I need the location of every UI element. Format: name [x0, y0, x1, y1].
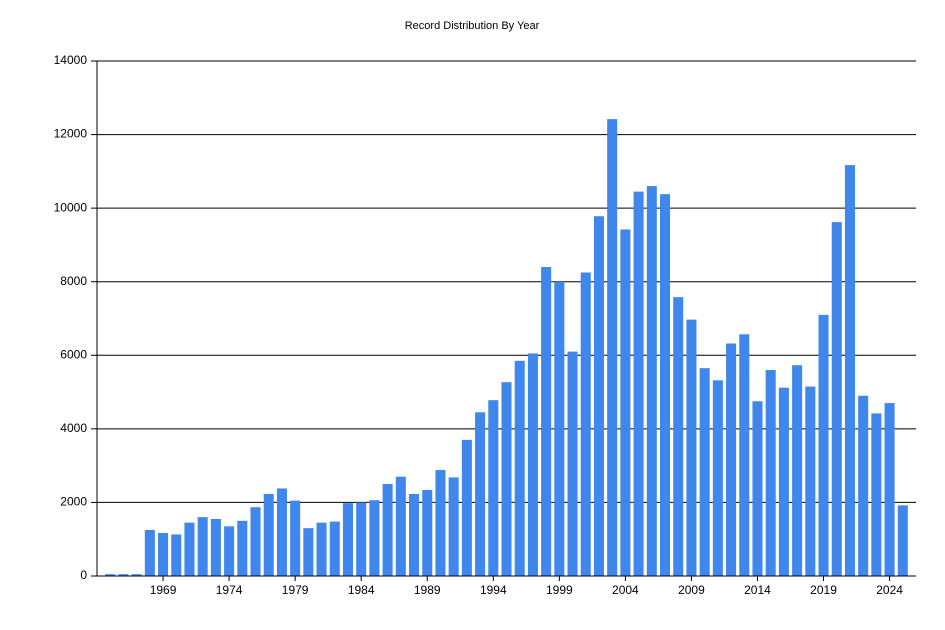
bar	[871, 413, 882, 576]
y-tick-label: 6000	[60, 347, 87, 361]
bar	[844, 165, 855, 576]
bar	[290, 500, 301, 576]
bar	[448, 477, 459, 576]
bar	[858, 395, 869, 576]
bar	[369, 500, 380, 576]
bar	[158, 532, 169, 576]
bar	[382, 484, 393, 576]
x-tick-label: 1999	[546, 583, 573, 597]
bar	[554, 281, 565, 576]
x-tick-label: 2009	[678, 583, 705, 597]
bar	[712, 380, 723, 576]
y-tick-label: 12000	[54, 127, 88, 141]
bar	[527, 353, 538, 576]
bar	[488, 400, 499, 576]
x-tick-label: 2019	[810, 583, 837, 597]
y-tick-label: 8000	[60, 274, 87, 288]
bar	[395, 476, 406, 576]
bar	[276, 488, 287, 576]
bar	[646, 186, 657, 577]
bar	[105, 574, 116, 576]
x-tick-label: 1984	[348, 583, 375, 597]
bar	[461, 439, 472, 576]
bar	[765, 370, 776, 576]
bar	[699, 368, 710, 576]
bar	[184, 522, 195, 576]
bar	[210, 518, 221, 576]
x-tick-label: 1974	[216, 583, 243, 597]
bar	[673, 297, 684, 576]
bar	[303, 528, 314, 576]
bar	[897, 505, 908, 576]
bar	[580, 272, 591, 576]
bar	[884, 403, 895, 576]
y-tick-label: 0	[80, 568, 87, 582]
y-tick-label: 4000	[60, 421, 87, 435]
x-tick-label: 1969	[150, 583, 177, 597]
bar	[250, 507, 261, 576]
x-tick-label: 1979	[282, 583, 309, 597]
bar	[752, 401, 763, 576]
y-tick-label: 10000	[54, 200, 88, 214]
bar	[329, 521, 340, 576]
bar	[541, 267, 552, 576]
x-tick-label: 1994	[480, 583, 507, 597]
y-tick-label: 14000	[54, 53, 88, 67]
x-tick-label: 2014	[744, 583, 771, 597]
bar	[620, 229, 631, 576]
bar	[316, 522, 327, 576]
bar	[633, 191, 644, 576]
bar	[659, 194, 671, 576]
bar	[726, 343, 737, 576]
bar	[118, 574, 129, 576]
bar	[263, 493, 274, 576]
bar	[501, 382, 512, 576]
bar	[435, 470, 446, 576]
bar	[144, 530, 155, 576]
bar	[514, 360, 525, 576]
bar	[224, 526, 235, 576]
bar	[237, 520, 248, 576]
bar	[686, 319, 697, 576]
bar	[739, 334, 750, 576]
bar	[356, 502, 367, 576]
chart-title: Record Distribution By Year	[405, 20, 540, 32]
bar	[593, 216, 604, 576]
bar	[409, 493, 420, 576]
bar	[607, 119, 618, 576]
bar	[792, 365, 803, 576]
bar	[131, 574, 142, 576]
bar	[567, 351, 578, 576]
bar	[171, 534, 182, 576]
bar	[342, 503, 354, 576]
bar	[778, 387, 789, 576]
bar	[197, 517, 208, 576]
x-tick-label: 2024	[876, 583, 903, 597]
bar	[818, 314, 829, 576]
x-tick-label: 2004	[612, 583, 639, 597]
bar	[422, 489, 433, 576]
y-tick-label: 2000	[60, 495, 87, 509]
bar	[831, 222, 842, 576]
bar	[805, 386, 816, 576]
bar	[475, 412, 486, 576]
x-tick-label: 1989	[414, 583, 441, 597]
